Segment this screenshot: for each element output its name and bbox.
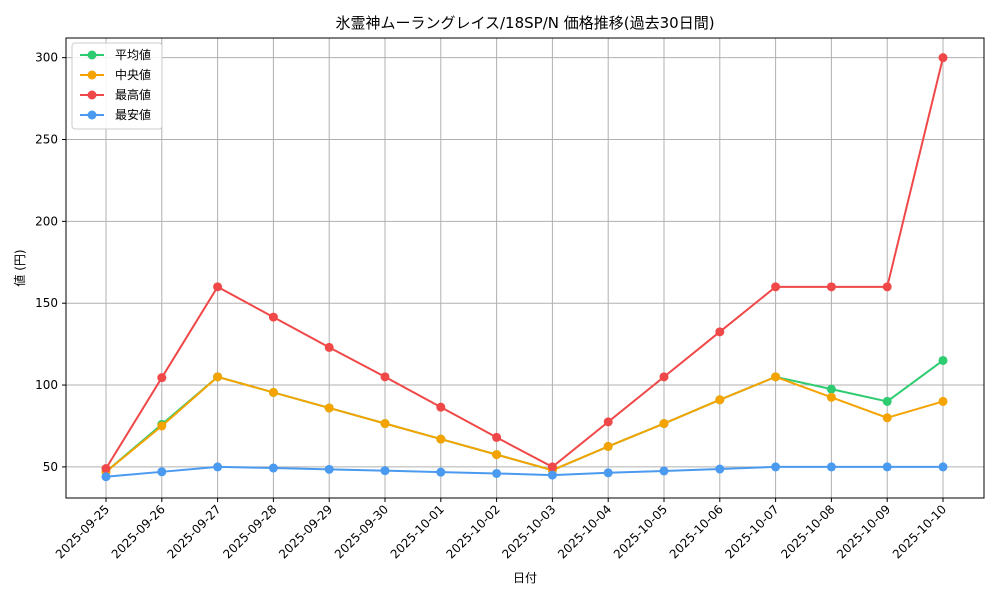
y-tick-label: 150 bbox=[35, 296, 58, 310]
y-tick-label: 100 bbox=[35, 378, 58, 392]
data-point bbox=[771, 462, 781, 472]
data-point bbox=[826, 384, 836, 394]
data-point bbox=[436, 467, 446, 477]
y-tick-label: 200 bbox=[35, 214, 58, 228]
legend-label: 平均値 bbox=[115, 47, 151, 62]
data-point bbox=[715, 464, 725, 474]
data-point bbox=[324, 464, 334, 474]
data-point bbox=[882, 462, 892, 472]
data-point bbox=[380, 419, 390, 429]
data-point bbox=[715, 327, 725, 337]
data-point bbox=[380, 372, 390, 382]
legend-label: 最安値 bbox=[115, 107, 151, 122]
data-point bbox=[938, 462, 948, 472]
y-tick-label: 250 bbox=[35, 132, 58, 146]
legend-box bbox=[71, 42, 163, 130]
legend-item: 中央値 bbox=[80, 67, 151, 82]
data-point bbox=[826, 392, 836, 402]
chart-title: 氷霊神ムーラングレイス/18SP/N 価格推移(過去30日間) bbox=[335, 14, 714, 32]
data-point bbox=[882, 396, 892, 406]
data-point bbox=[826, 282, 836, 292]
data-point bbox=[603, 441, 613, 451]
y-tick-label: 300 bbox=[35, 51, 58, 65]
data-point bbox=[268, 387, 278, 397]
legend-item: 最高値 bbox=[80, 87, 151, 102]
data-point bbox=[213, 372, 223, 382]
data-point bbox=[938, 53, 948, 63]
y-tick-label: 50 bbox=[43, 460, 58, 474]
data-point bbox=[157, 421, 167, 431]
legend-marker bbox=[87, 70, 97, 80]
data-point bbox=[882, 413, 892, 423]
data-point bbox=[380, 466, 390, 476]
legend-marker bbox=[87, 90, 97, 100]
data-point bbox=[101, 464, 111, 474]
legend-marker bbox=[87, 110, 97, 120]
plot-frame bbox=[65, 37, 985, 499]
legend-item: 最安値 bbox=[80, 107, 151, 122]
series-line bbox=[105, 375, 944, 473]
data-point bbox=[436, 402, 446, 412]
legend-marker bbox=[87, 50, 97, 60]
data-point bbox=[603, 468, 613, 478]
series-3 bbox=[101, 462, 948, 482]
data-point bbox=[268, 312, 278, 322]
legend-label: 中央値 bbox=[115, 67, 151, 82]
data-point bbox=[715, 395, 725, 405]
data-point bbox=[101, 472, 111, 482]
data-point bbox=[882, 282, 892, 292]
data-point bbox=[213, 462, 223, 472]
data-point bbox=[157, 467, 167, 477]
data-point bbox=[771, 372, 781, 382]
data-point bbox=[659, 466, 669, 476]
y-axis-title: 値 (円) bbox=[12, 249, 27, 286]
legend-item: 平均値 bbox=[80, 47, 151, 62]
data-point bbox=[436, 434, 446, 444]
data-point bbox=[492, 450, 502, 460]
series-2 bbox=[101, 53, 948, 474]
data-point bbox=[659, 419, 669, 429]
data-point bbox=[603, 417, 613, 427]
data-point bbox=[771, 282, 781, 292]
data-point bbox=[324, 342, 334, 352]
data-point bbox=[547, 462, 557, 472]
data-point bbox=[157, 373, 167, 383]
x-axis-title: 日付 bbox=[513, 571, 537, 585]
data-point bbox=[492, 432, 502, 442]
data-point bbox=[826, 462, 836, 472]
data-point bbox=[547, 470, 557, 480]
series-line bbox=[105, 465, 943, 478]
y-axis: 50 100 150 200 250 300 bbox=[35, 51, 66, 474]
legend-label: 最高値 bbox=[115, 87, 151, 102]
series-line bbox=[105, 57, 944, 470]
data-point bbox=[938, 355, 948, 365]
data-point bbox=[213, 282, 223, 292]
data-point bbox=[659, 372, 669, 382]
data-point bbox=[324, 403, 334, 413]
series-group bbox=[101, 53, 948, 482]
data-point bbox=[938, 396, 948, 406]
data-point bbox=[268, 463, 278, 473]
data-point bbox=[492, 468, 502, 478]
